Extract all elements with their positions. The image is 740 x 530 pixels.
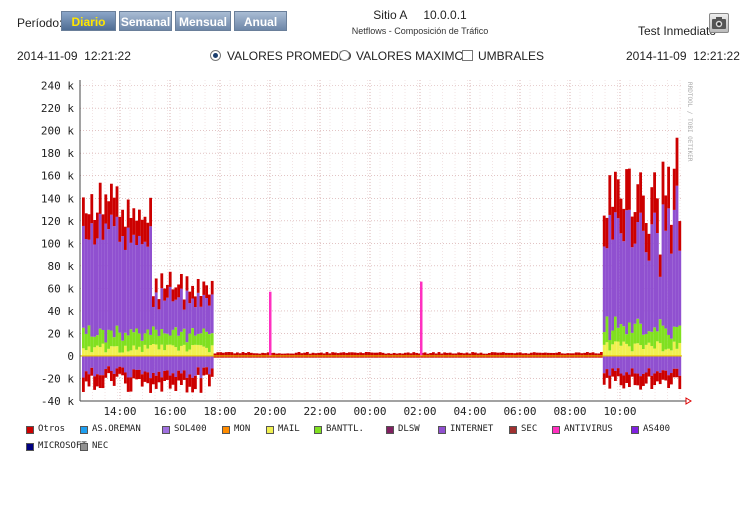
y-tick-label: 100 k xyxy=(41,237,74,250)
max-values-radio[interactable] xyxy=(339,50,350,61)
date-end: 2014-11-09 12:21:22 xyxy=(626,49,740,63)
date-start: 2014-11-09 12:21:22 xyxy=(17,49,131,63)
y-tick-label: 200 k xyxy=(41,125,74,138)
x-tick-label: 10:00 xyxy=(603,405,636,418)
y-tick-label: 60 k xyxy=(48,282,75,295)
legend-label: NEC xyxy=(92,441,109,451)
x-tick-label: 08:00 xyxy=(553,405,586,418)
y-tick-label: 180 k xyxy=(41,147,74,160)
y-tick-label: 240 k xyxy=(41,80,74,93)
legend-label: MON xyxy=(234,424,251,434)
legend-swatch xyxy=(552,426,560,434)
legend-swatch xyxy=(26,426,34,434)
x-tick-label: 02:00 xyxy=(403,405,436,418)
legend-label: MAIL xyxy=(278,424,300,434)
y-tick-label: 20 k xyxy=(48,327,75,340)
y-tick-label: 160 k xyxy=(41,170,74,183)
legend-label: DLSW xyxy=(398,424,420,434)
x-axis-labels: 14:00 16:00 18:00 20:00 22:00 00:00 02:00 04:00… xyxy=(103,405,636,418)
avg-values-radio[interactable] xyxy=(210,50,221,61)
thresholds-label: UMBRALES xyxy=(478,49,545,63)
legend-swatch xyxy=(26,443,34,451)
avg-values-label: VALORES PROMEDIO xyxy=(227,49,352,63)
x-tick-label: 00:00 xyxy=(353,405,386,418)
chart-subtitle: Netflows - Composición de Tráfico xyxy=(351,26,489,36)
camera-icon[interactable] xyxy=(709,13,729,33)
y-tick-label: 80 k xyxy=(48,260,75,273)
test-now-label[interactable]: Test Inmediato xyxy=(638,24,717,38)
legend-swatch xyxy=(80,426,88,434)
period-label: Período: xyxy=(17,16,63,30)
thresholds-checkbox[interactable] xyxy=(462,50,473,61)
x-tick-label: 14:00 xyxy=(103,405,136,418)
watermark: RRDTOOL / TOBI OETIKER xyxy=(686,82,693,162)
max-values-label: VALORES MAXIMOS xyxy=(356,49,472,63)
legend-swatch xyxy=(162,426,170,434)
legend-swatch xyxy=(314,426,322,434)
x-tick-label: 16:00 xyxy=(153,405,186,418)
legend-label: ANTIVIRUS xyxy=(564,424,613,434)
period-button-weekly[interactable]: Semanal xyxy=(119,11,172,31)
x-tick-label: 06:00 xyxy=(503,405,536,418)
legend-swatch xyxy=(266,426,274,434)
legend-swatch xyxy=(438,426,446,434)
period-button-daily[interactable]: Diario xyxy=(61,11,116,31)
period-button-monthly[interactable]: Mensual xyxy=(175,11,231,31)
legend-label: AS400 xyxy=(643,424,671,434)
legend-swatch xyxy=(222,426,230,434)
traffic-chart: 240 k 220 k 200 k 180 k 160 k 140 k 120 k 100 k… xyxy=(41,80,693,418)
y-tick-label: 120 k xyxy=(41,215,74,228)
y-tick-label: 0 xyxy=(67,350,74,363)
legend-label: MICROSOFT xyxy=(38,441,87,451)
y-tick-label: -40 k xyxy=(41,395,74,408)
legend-label: SEC xyxy=(521,424,538,434)
legend-swatch xyxy=(631,426,639,434)
site-title: Sitio A 10.0.0.1 xyxy=(373,8,467,22)
x-tick-label: 18:00 xyxy=(203,405,236,418)
legend-swatch xyxy=(386,426,394,434)
x-tick-label: 22:00 xyxy=(303,405,336,418)
legend-label: SOL400 xyxy=(174,424,207,434)
legend-label: Otros xyxy=(38,424,66,434)
y-axis-labels: 240 k 220 k 200 k 180 k 160 k 140 k 120 k 100 k… xyxy=(41,80,74,408)
legend-swatch xyxy=(80,443,88,451)
y-tick-label: 220 k xyxy=(41,102,74,115)
legend-label: AS.OREMAN xyxy=(92,424,141,434)
y-tick-label: -20 k xyxy=(41,372,74,385)
y-tick-label: 140 k xyxy=(41,192,74,205)
legend-label: INTERNET xyxy=(450,424,494,434)
x-tick-label: 20:00 xyxy=(253,405,286,418)
y-tick-label: 40 k xyxy=(48,305,75,318)
period-button-yearly[interactable]: Anual xyxy=(234,11,287,31)
x-tick-label: 04:00 xyxy=(453,405,486,418)
legend-swatch xyxy=(509,426,517,434)
legend-label: BANTTL. xyxy=(326,424,364,434)
